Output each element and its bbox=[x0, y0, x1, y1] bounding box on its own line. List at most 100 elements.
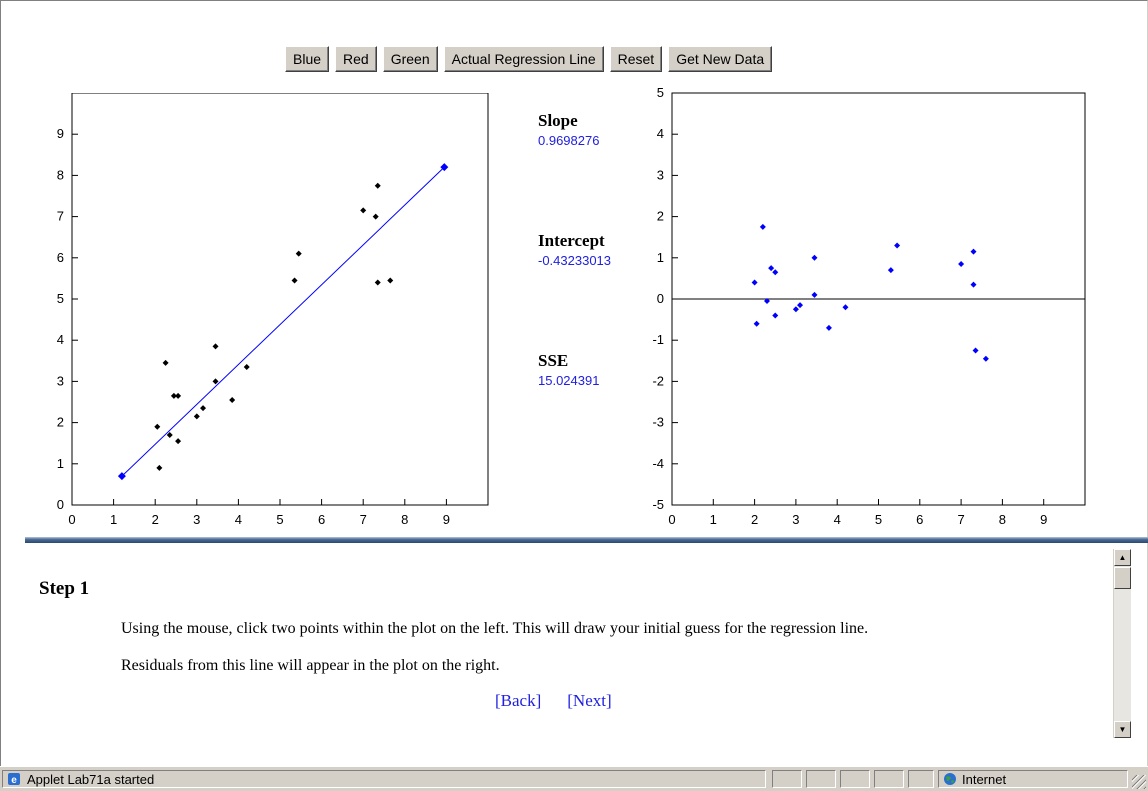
x-tick-label: 9 bbox=[443, 512, 450, 527]
data-point bbox=[753, 320, 760, 327]
data-point bbox=[958, 260, 965, 267]
data-point bbox=[175, 438, 182, 445]
data-point bbox=[811, 254, 818, 261]
x-tick-label: 2 bbox=[152, 512, 159, 527]
back-link[interactable]: [Back] bbox=[495, 691, 542, 710]
reset-button[interactable]: Reset bbox=[609, 46, 663, 72]
data-point bbox=[792, 306, 799, 313]
green-button[interactable]: Green bbox=[382, 46, 438, 72]
data-point bbox=[768, 265, 775, 272]
status-pane bbox=[840, 770, 870, 788]
scroll-down-icon: ▼ bbox=[1118, 725, 1127, 734]
actual-regression-line-button[interactable]: Actual Regression Line bbox=[443, 46, 604, 72]
panel-divider bbox=[25, 537, 1148, 543]
data-point bbox=[387, 277, 394, 284]
data-point bbox=[212, 378, 219, 385]
data-point bbox=[154, 423, 161, 430]
instruction-line-2: Residuals from this line will appear in … bbox=[121, 657, 500, 674]
y-tick-label: 9 bbox=[57, 126, 64, 141]
y-tick-label: 2 bbox=[657, 209, 664, 224]
resize-grip[interactable] bbox=[1132, 775, 1146, 789]
x-tick-label: 4 bbox=[235, 512, 242, 527]
y-tick-label: 1 bbox=[657, 250, 664, 265]
x-tick-label: 0 bbox=[68, 512, 75, 527]
slope-stat: Slope 0.9698276 bbox=[538, 111, 638, 148]
intercept-stat: Intercept -0.43233013 bbox=[538, 231, 638, 268]
y-tick-label: 0 bbox=[657, 291, 664, 306]
status-pane bbox=[874, 770, 904, 788]
applet-area: Blue Red Green Actual Regression Line Re… bbox=[0, 0, 1148, 767]
data-point bbox=[759, 223, 766, 230]
x-tick-label: 5 bbox=[875, 512, 882, 527]
security-zone: Internet bbox=[938, 770, 1128, 788]
status-pane bbox=[772, 770, 802, 788]
data-point bbox=[751, 279, 758, 286]
data-point bbox=[372, 213, 379, 220]
x-tick-label: 2 bbox=[751, 512, 758, 527]
step-title: Step 1 bbox=[39, 578, 90, 599]
y-tick-label: 1 bbox=[57, 456, 64, 471]
y-tick-label: 3 bbox=[657, 167, 664, 182]
zone-label: Internet bbox=[962, 771, 1007, 787]
data-point bbox=[162, 359, 169, 366]
plot-frame bbox=[71, 93, 489, 506]
residual-plot: 0 1 2 3 4 5 6 7 8 9 -5 -4 -3 -2 -1 0 1 2 3 4 5 bbox=[652, 88, 1086, 527]
get-new-data-button[interactable]: Get New Data bbox=[668, 46, 773, 72]
data-point bbox=[291, 277, 298, 284]
x-tick-label: 5 bbox=[276, 512, 283, 527]
sse-label: SSE bbox=[538, 351, 569, 370]
data-point bbox=[842, 304, 849, 311]
status-pane bbox=[908, 770, 934, 788]
status-message: Applet Lab71a started bbox=[27, 771, 155, 787]
data-point bbox=[797, 302, 804, 309]
x-tick-label: 9 bbox=[1040, 512, 1047, 527]
data-scatter-plot[interactable]: 0 1 2 3 4 5 6 7 8 9 0 1 2 3 4 5 6 7 8 9 bbox=[31, 93, 501, 533]
y-tick-label: 8 bbox=[57, 167, 64, 182]
sse-value: 15.024391 bbox=[538, 373, 600, 388]
y-tick-label: 5 bbox=[57, 291, 64, 306]
intercept-label: Intercept bbox=[538, 231, 605, 250]
data-point bbox=[374, 182, 381, 189]
y-tick-label: -4 bbox=[652, 456, 664, 471]
data-point bbox=[295, 250, 302, 257]
data-point bbox=[970, 281, 977, 288]
y-tick-label: 6 bbox=[57, 250, 64, 265]
slope-value: 0.9698276 bbox=[538, 133, 600, 148]
data-point bbox=[811, 291, 818, 298]
data-point bbox=[887, 267, 894, 274]
scroll-thumb[interactable] bbox=[1114, 567, 1131, 589]
x-tick-label: 0 bbox=[668, 512, 675, 527]
data-point bbox=[360, 207, 367, 214]
y-tick-label: 7 bbox=[57, 209, 64, 224]
data-point bbox=[175, 392, 182, 399]
toolbar: Blue Red Green Actual Regression Line Re… bbox=[285, 46, 773, 74]
status-bar: e Applet Lab71a started Internet bbox=[0, 766, 1148, 791]
data-point bbox=[763, 298, 770, 305]
x-tick-label: 7 bbox=[957, 512, 964, 527]
data-point bbox=[374, 279, 381, 286]
globe-icon bbox=[944, 773, 956, 785]
intercept-value: -0.43233013 bbox=[538, 253, 612, 268]
instructions-scrollbar[interactable]: ▲ ▼ bbox=[1113, 549, 1131, 738]
x-tick-label: 3 bbox=[193, 512, 200, 527]
data-point bbox=[243, 363, 250, 370]
data-point bbox=[894, 242, 901, 249]
scroll-up-button[interactable]: ▲ bbox=[1114, 549, 1131, 566]
sse-stat: SSE 15.024391 bbox=[538, 351, 638, 388]
blue-button[interactable]: Blue bbox=[285, 46, 330, 72]
red-button[interactable]: Red bbox=[335, 46, 377, 72]
y-tick-label: 3 bbox=[57, 373, 64, 388]
data-point bbox=[970, 248, 977, 255]
y-tick-label: 5 bbox=[657, 88, 664, 100]
y-tick-label: -3 bbox=[652, 415, 664, 430]
x-tick-label: 3 bbox=[792, 512, 799, 527]
ie-page-icon: e bbox=[8, 773, 20, 786]
y-tick-label: 4 bbox=[57, 332, 64, 347]
next-link[interactable]: [Next] bbox=[567, 691, 612, 710]
x-tick-label: 6 bbox=[916, 512, 923, 527]
data-point bbox=[193, 413, 200, 420]
scroll-down-button[interactable]: ▼ bbox=[1114, 721, 1131, 738]
x-tick-label: 7 bbox=[360, 512, 367, 527]
guess-point bbox=[440, 163, 449, 172]
data-point bbox=[229, 396, 236, 403]
